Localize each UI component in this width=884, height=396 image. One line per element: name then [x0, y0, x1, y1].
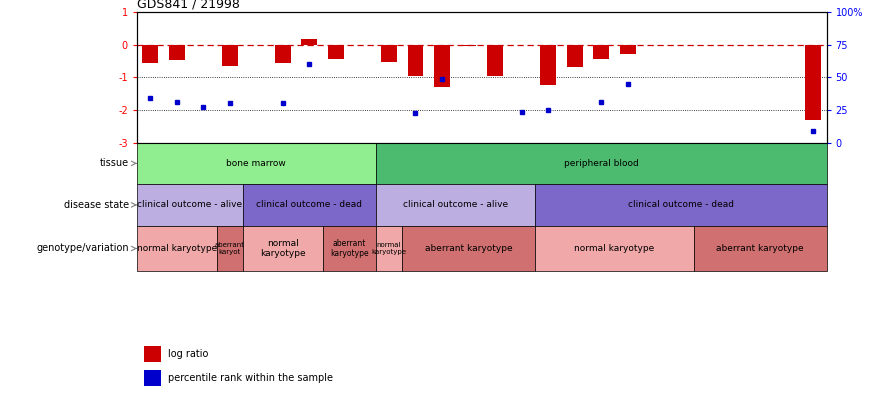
Bar: [434, 44, 450, 87]
Text: log ratio: log ratio: [168, 349, 209, 359]
Text: clinical outcome - dead: clinical outcome - dead: [256, 200, 362, 209]
Text: GDS841 / 21998: GDS841 / 21998: [137, 0, 240, 11]
Bar: [593, 44, 609, 59]
Bar: [535, 226, 694, 271]
Text: normal
karyotype: normal karyotype: [371, 242, 407, 255]
Bar: [137, 226, 217, 271]
Bar: [275, 44, 291, 63]
Text: aberrant karyotype: aberrant karyotype: [716, 244, 804, 253]
Text: aberrant karyotype: aberrant karyotype: [424, 244, 513, 253]
Bar: [567, 44, 583, 67]
Bar: [142, 44, 158, 63]
Bar: [805, 44, 821, 120]
Text: clinical outcome - dead: clinical outcome - dead: [628, 200, 734, 209]
Bar: [376, 226, 402, 271]
Bar: [144, 371, 161, 386]
Text: genotype/variation: genotype/variation: [36, 244, 129, 253]
Bar: [137, 143, 376, 184]
Text: peripheral blood: peripheral blood: [564, 159, 638, 168]
Text: clinical outcome - alive: clinical outcome - alive: [138, 200, 242, 209]
Text: bone marrow: bone marrow: [226, 159, 286, 168]
Text: normal karyotype: normal karyotype: [137, 244, 217, 253]
Bar: [243, 226, 323, 271]
Text: disease state: disease state: [64, 200, 129, 210]
Bar: [402, 226, 535, 271]
Bar: [540, 44, 556, 86]
Bar: [301, 39, 317, 44]
Bar: [461, 44, 476, 46]
Bar: [169, 44, 185, 60]
Text: normal
karyotype: normal karyotype: [260, 239, 306, 258]
Text: aberrant
karyotype: aberrant karyotype: [330, 239, 369, 258]
Bar: [217, 226, 243, 271]
Bar: [535, 184, 827, 226]
Bar: [376, 184, 535, 226]
Bar: [144, 346, 161, 362]
Bar: [408, 44, 423, 76]
Bar: [376, 143, 827, 184]
Bar: [620, 44, 636, 54]
Bar: [487, 44, 503, 76]
Bar: [137, 184, 243, 226]
Bar: [323, 226, 376, 271]
Text: clinical outcome - alive: clinical outcome - alive: [403, 200, 507, 209]
Bar: [243, 184, 376, 226]
Text: percentile rank within the sample: percentile rank within the sample: [168, 373, 333, 383]
Bar: [694, 226, 827, 271]
Bar: [381, 44, 397, 61]
Bar: [328, 44, 344, 59]
Bar: [222, 44, 238, 66]
Text: aberrant
karyot: aberrant karyot: [215, 242, 245, 255]
Text: tissue: tissue: [100, 158, 129, 168]
Text: normal karyotype: normal karyotype: [575, 244, 654, 253]
